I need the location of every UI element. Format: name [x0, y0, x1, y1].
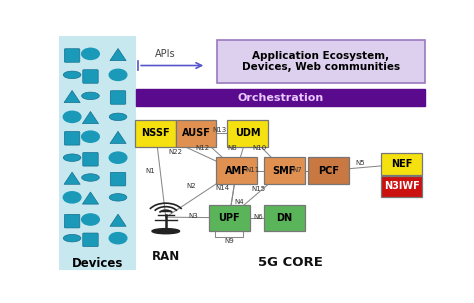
Ellipse shape	[64, 71, 81, 78]
Circle shape	[82, 48, 99, 59]
FancyBboxPatch shape	[137, 89, 425, 106]
Text: UPF: UPF	[219, 213, 240, 223]
Text: N9: N9	[224, 238, 234, 244]
Text: DN: DN	[276, 213, 292, 223]
FancyBboxPatch shape	[64, 215, 80, 228]
Text: N13: N13	[212, 127, 226, 133]
Text: 5G CORE: 5G CORE	[258, 256, 323, 269]
FancyBboxPatch shape	[110, 91, 126, 104]
Text: NEF: NEF	[391, 159, 412, 169]
Ellipse shape	[152, 228, 180, 234]
Circle shape	[109, 69, 127, 81]
Polygon shape	[64, 91, 80, 103]
Ellipse shape	[109, 113, 127, 121]
Text: N4: N4	[235, 199, 244, 205]
FancyBboxPatch shape	[110, 172, 126, 186]
Ellipse shape	[82, 174, 99, 181]
Text: Devices: Devices	[72, 257, 124, 270]
Ellipse shape	[64, 154, 81, 161]
Text: N8: N8	[227, 145, 237, 152]
Text: Orchestration: Orchestration	[237, 93, 324, 103]
FancyBboxPatch shape	[135, 120, 176, 147]
Text: UDM: UDM	[235, 128, 260, 138]
Text: AMF: AMF	[225, 165, 248, 175]
Circle shape	[109, 152, 127, 163]
FancyBboxPatch shape	[382, 176, 422, 197]
Text: N3IWF: N3IWF	[384, 181, 419, 191]
FancyBboxPatch shape	[382, 154, 422, 175]
Ellipse shape	[82, 92, 99, 100]
Text: N22: N22	[168, 149, 182, 155]
FancyBboxPatch shape	[227, 120, 268, 147]
Ellipse shape	[64, 235, 81, 242]
Text: RAN: RAN	[152, 250, 180, 263]
FancyBboxPatch shape	[83, 233, 98, 247]
FancyBboxPatch shape	[264, 205, 305, 231]
FancyBboxPatch shape	[216, 157, 257, 184]
Circle shape	[64, 111, 81, 122]
Polygon shape	[82, 192, 99, 204]
Polygon shape	[82, 112, 99, 124]
Polygon shape	[110, 131, 126, 143]
Text: N6: N6	[254, 215, 263, 220]
Text: N15: N15	[251, 186, 265, 192]
Text: N5: N5	[356, 160, 365, 166]
Text: AUSF: AUSF	[182, 128, 210, 138]
Polygon shape	[110, 214, 126, 226]
FancyBboxPatch shape	[59, 36, 137, 270]
Text: N7: N7	[292, 167, 302, 173]
FancyBboxPatch shape	[217, 40, 425, 83]
Text: Application Ecosystem,
Devices, Web communities: Application Ecosystem, Devices, Web comm…	[242, 51, 400, 72]
FancyBboxPatch shape	[83, 152, 98, 166]
Ellipse shape	[109, 194, 127, 201]
FancyBboxPatch shape	[64, 49, 80, 62]
Circle shape	[64, 192, 81, 203]
Text: APIs: APIs	[155, 48, 175, 58]
Circle shape	[82, 131, 99, 142]
Text: N1: N1	[146, 168, 155, 174]
Text: N14: N14	[216, 185, 230, 191]
FancyBboxPatch shape	[209, 205, 249, 231]
Text: NSSF: NSSF	[141, 128, 170, 138]
FancyBboxPatch shape	[176, 120, 217, 147]
Polygon shape	[110, 48, 126, 61]
Text: N12: N12	[195, 145, 210, 152]
FancyBboxPatch shape	[308, 157, 349, 184]
Text: N10: N10	[252, 145, 266, 151]
Circle shape	[109, 233, 127, 244]
Text: N2: N2	[186, 183, 196, 189]
FancyBboxPatch shape	[83, 70, 98, 83]
FancyBboxPatch shape	[64, 132, 80, 145]
Text: N11: N11	[245, 167, 259, 173]
Polygon shape	[64, 172, 80, 184]
FancyBboxPatch shape	[264, 157, 305, 184]
Text: PCF: PCF	[318, 165, 339, 175]
Text: N3: N3	[189, 214, 198, 219]
Circle shape	[82, 214, 99, 225]
Text: SMF: SMF	[273, 165, 296, 175]
